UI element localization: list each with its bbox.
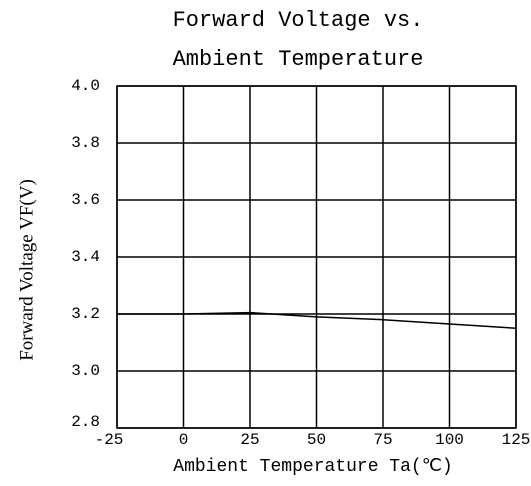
x-tick-label: -25 xyxy=(95,431,124,449)
chart-title: Forward Voltage vs. xyxy=(173,8,424,33)
y-tick-label: 4.0 xyxy=(71,77,100,95)
y-axis-label: Forward Voltage VF(V) xyxy=(16,179,37,361)
y-tick-label: 3.6 xyxy=(71,191,100,209)
x-tick-label: 125 xyxy=(502,431,531,449)
data-line xyxy=(117,311,517,329)
y-tick-label: 3.2 xyxy=(71,305,100,323)
x-tick-label: 100 xyxy=(435,431,464,449)
y-tick-label: 3.0 xyxy=(71,362,100,380)
x-axis-label: Ambient Temperature Ta(℃) xyxy=(173,457,452,477)
chart-title: Ambient Temperature xyxy=(173,47,424,72)
x-tick-label: 75 xyxy=(373,431,392,449)
plot-border xyxy=(116,85,517,429)
y-tick-label: 3.8 xyxy=(71,134,100,152)
x-tick-label: 50 xyxy=(307,431,326,449)
y-tick-label: 2.8 xyxy=(71,413,100,431)
x-tick-label: 0 xyxy=(179,431,189,449)
x-tick-label: 25 xyxy=(240,431,259,449)
y-tick-label: 3.4 xyxy=(71,248,100,266)
